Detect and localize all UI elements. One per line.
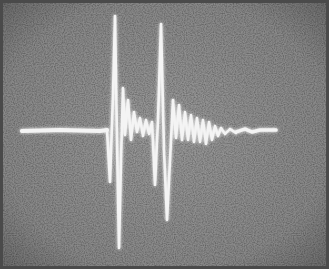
page [0, 0, 329, 269]
oscilloscope-photo [0, 0, 329, 269]
baseline-right [236, 129, 276, 132]
baseline-left [22, 130, 107, 131]
